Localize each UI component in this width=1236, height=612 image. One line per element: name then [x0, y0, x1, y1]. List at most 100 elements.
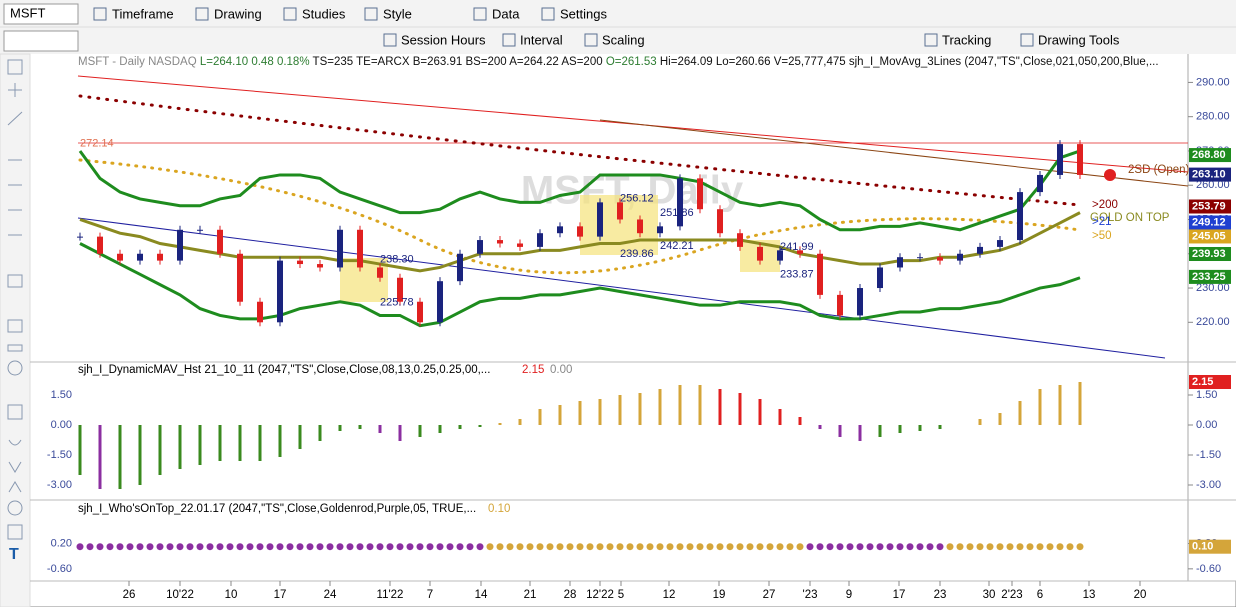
y-tick-label: 260.00	[1196, 179, 1230, 191]
toolbar-button[interactable]: Session Hours	[401, 32, 486, 47]
x-tick-label: 21	[524, 589, 537, 601]
toolbar-button[interactable]: Data	[492, 6, 520, 21]
histogram-bar	[218, 425, 222, 461]
line-label: >21	[1092, 216, 1112, 228]
candle	[437, 281, 443, 323]
value-box	[1189, 199, 1231, 214]
dot	[626, 543, 634, 551]
x-tick-label: 7	[427, 589, 433, 601]
candle	[557, 226, 563, 234]
header-part: MSFT - Daily NASDAQ	[78, 56, 197, 68]
histogram-bar	[278, 425, 282, 457]
dot	[926, 543, 934, 551]
candle	[137, 253, 143, 261]
x-tick-label: 23	[934, 589, 947, 601]
line-label: 2SD (Open)	[1128, 164, 1190, 176]
dot	[896, 543, 904, 551]
x-tick-label: 27	[763, 589, 776, 601]
toolbar-button[interactable]: Drawing Tools	[1038, 32, 1120, 47]
candle	[177, 229, 183, 261]
toolbar-button[interactable]: Settings	[560, 6, 607, 21]
dot	[766, 543, 774, 551]
dot	[1076, 543, 1084, 551]
symbol-box[interactable]	[3, 3, 79, 25]
histogram-bar	[558, 405, 562, 425]
histogram-bar	[638, 393, 642, 425]
dot	[426, 543, 434, 551]
dot	[846, 543, 854, 551]
dot	[946, 543, 954, 551]
dot	[986, 543, 994, 551]
toolbar-button[interactable]: Tracking	[942, 32, 991, 47]
dot	[566, 543, 574, 551]
candle	[737, 233, 743, 247]
candle	[977, 246, 983, 254]
toolbar-button[interactable]: Timeframe	[112, 6, 174, 21]
histogram-bar	[1038, 389, 1042, 425]
histogram-bar	[298, 425, 302, 449]
dot	[746, 543, 754, 551]
dot	[176, 543, 184, 551]
histogram-bar	[238, 425, 242, 461]
dot	[706, 543, 714, 551]
value-box-label: 263.10	[1192, 169, 1226, 181]
toolbar-button[interactable]: Scaling	[602, 32, 645, 47]
histogram-bar	[678, 385, 682, 425]
histogram-bar	[898, 425, 902, 433]
dot	[306, 543, 314, 551]
x-tick-label: 10	[225, 589, 238, 601]
x-tick-label: 12	[663, 589, 676, 601]
value-box-label: 249.12	[1192, 216, 1226, 228]
lower-band	[79, 242, 1081, 328]
candle	[217, 229, 223, 254]
y-tick-label: 0.00	[1196, 419, 1217, 431]
tool-icons: T	[7, 59, 23, 563]
candle	[757, 246, 763, 261]
value-box	[1189, 269, 1231, 284]
candle	[397, 277, 403, 302]
toolbar-button[interactable]: Drawing	[214, 6, 262, 21]
histogram-bar	[378, 425, 382, 433]
dot	[966, 543, 974, 551]
candle	[937, 257, 943, 261]
histogram-bar	[598, 399, 602, 425]
candle	[997, 240, 1003, 247]
y-tick-label: 230.00	[1196, 282, 1230, 294]
dot	[856, 543, 864, 551]
dot	[936, 543, 944, 551]
dot	[116, 543, 124, 551]
dot	[336, 543, 344, 551]
dot	[536, 543, 544, 551]
toolbar-button[interactable]: Studies	[302, 6, 346, 21]
marker	[1104, 169, 1116, 181]
value-box	[1189, 539, 1231, 554]
candle	[617, 202, 623, 220]
dot	[156, 543, 164, 551]
dot	[246, 543, 254, 551]
dot	[146, 543, 154, 551]
dot	[216, 543, 224, 551]
histogram-bar	[998, 413, 1002, 425]
toolbar-button[interactable]: Style	[383, 6, 412, 21]
dot	[616, 543, 624, 551]
header-part: 0.48	[251, 56, 273, 68]
candle	[537, 233, 543, 247]
candle	[237, 253, 243, 302]
toolbar-icon	[364, 7, 378, 21]
histogram-bar	[1058, 385, 1062, 425]
dot	[586, 543, 594, 551]
candle	[697, 178, 703, 210]
trend-line	[599, 119, 1189, 187]
upper-band	[78, 149, 1081, 232]
dot	[236, 543, 244, 551]
y-tick-label: 0.00	[51, 419, 72, 431]
interval-box[interactable]	[3, 30, 79, 52]
toolbar-button[interactable]: Interval	[520, 32, 563, 47]
dot	[256, 543, 264, 551]
price-label: 239.86	[620, 248, 654, 260]
pane-title: sjh_I_Who'sOnTop_22.01.17 (2047,"TS",Clo…	[78, 503, 476, 515]
dot	[206, 543, 214, 551]
histogram-bar	[1078, 382, 1082, 425]
histogram-bar	[758, 399, 762, 425]
